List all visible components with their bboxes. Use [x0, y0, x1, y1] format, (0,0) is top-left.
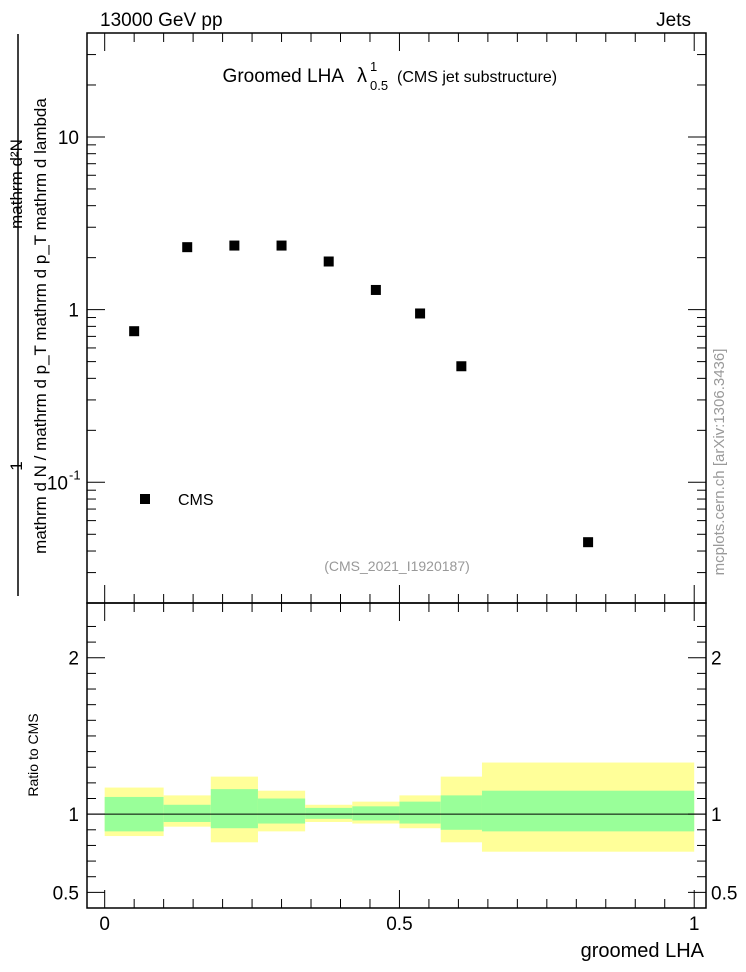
stat-band-1 [163, 804, 211, 822]
x-axis-label: groomed LHA [581, 940, 705, 962]
ratio-y-tick-label-left-1: 1 [68, 805, 79, 826]
data-point-2 [229, 240, 240, 251]
legend: CMS [140, 492, 214, 509]
x-tick-label-0: 0 [99, 914, 110, 935]
legend-label: CMS [178, 492, 214, 509]
main-data-points [129, 240, 594, 548]
stat-band-4 [305, 807, 353, 819]
data-point-3 [276, 240, 287, 251]
ratio-frame-border [86, 602, 707, 909]
main-y-tick-label-2: 10 -1 [47, 467, 81, 494]
stat-band-5 [352, 806, 400, 821]
data-point-0 [129, 326, 140, 337]
ratio-y-tick-label-left-0: 0.5 [53, 883, 79, 904]
ratio-y-tick-label-left-2: 2 [68, 649, 79, 670]
y-label-denominator: mathrm d N / mathrm d p_T mathrm d p_T m… [31, 98, 50, 554]
ratio-y-axis-label: Ratio to CMS [25, 713, 41, 796]
data-point-5 [370, 284, 381, 295]
ratio-y-tick-label-right-1: 1 [711, 805, 722, 826]
energy-label: 13000 GeV pp [100, 10, 223, 31]
stat-band-7 [440, 795, 482, 830]
main-y-tick-label-0: 10 [58, 128, 79, 149]
main-frame-border [86, 32, 707, 604]
ratio-y-tick-label-right-0: 0.5 [711, 883, 737, 904]
ratio-plot-frame: 0.5 0.5 1 1 2 2 0 0.5 1 [53, 602, 737, 935]
y-label-numerator: mathrm d²N [7, 139, 26, 229]
title-sup: 1 [370, 59, 377, 74]
data-point-7 [456, 361, 467, 372]
watermark: mcplots.cern.ch [arXiv:1306.3436] [711, 349, 728, 576]
x-tick-label-1: 0.5 [386, 914, 412, 935]
y-label-prefix: 1 [7, 461, 26, 470]
data-point-6 [415, 308, 426, 319]
ratio-bands [87, 762, 706, 852]
title-suffix: (CMS jet substructure) [397, 69, 557, 86]
analysis-id: (CMS_2021_I1920187) [324, 558, 470, 574]
stat-band-8 [481, 790, 695, 832]
legend-marker [140, 494, 150, 504]
main-y-axis-label: 1 mathrm d²N mathrm d N / mathrm d p_T m… [7, 34, 50, 596]
main-y-tick-label-1: 1 [68, 301, 79, 322]
title-text: Groomed LHA [223, 66, 345, 87]
title-symbol: λ [357, 65, 367, 87]
stat-band-2 [210, 789, 258, 829]
data-point-8 [583, 537, 594, 548]
stat-band-3 [257, 798, 306, 824]
ratio-y-tick-label-right-2: 2 [711, 649, 722, 670]
main-title: Groomed LHA λ 1 0.5 (CMS jet substructur… [223, 59, 558, 93]
title-sub: 0.5 [370, 78, 388, 93]
category-label: Jets [656, 10, 691, 31]
x-tick-label-2: 1 [689, 914, 700, 935]
stat-band-6 [399, 801, 441, 824]
tick-label-exponent: -1 [69, 467, 81, 482]
data-point-1 [182, 242, 193, 253]
data-point-4 [323, 256, 334, 267]
tick-label-base: 10 [47, 473, 68, 494]
